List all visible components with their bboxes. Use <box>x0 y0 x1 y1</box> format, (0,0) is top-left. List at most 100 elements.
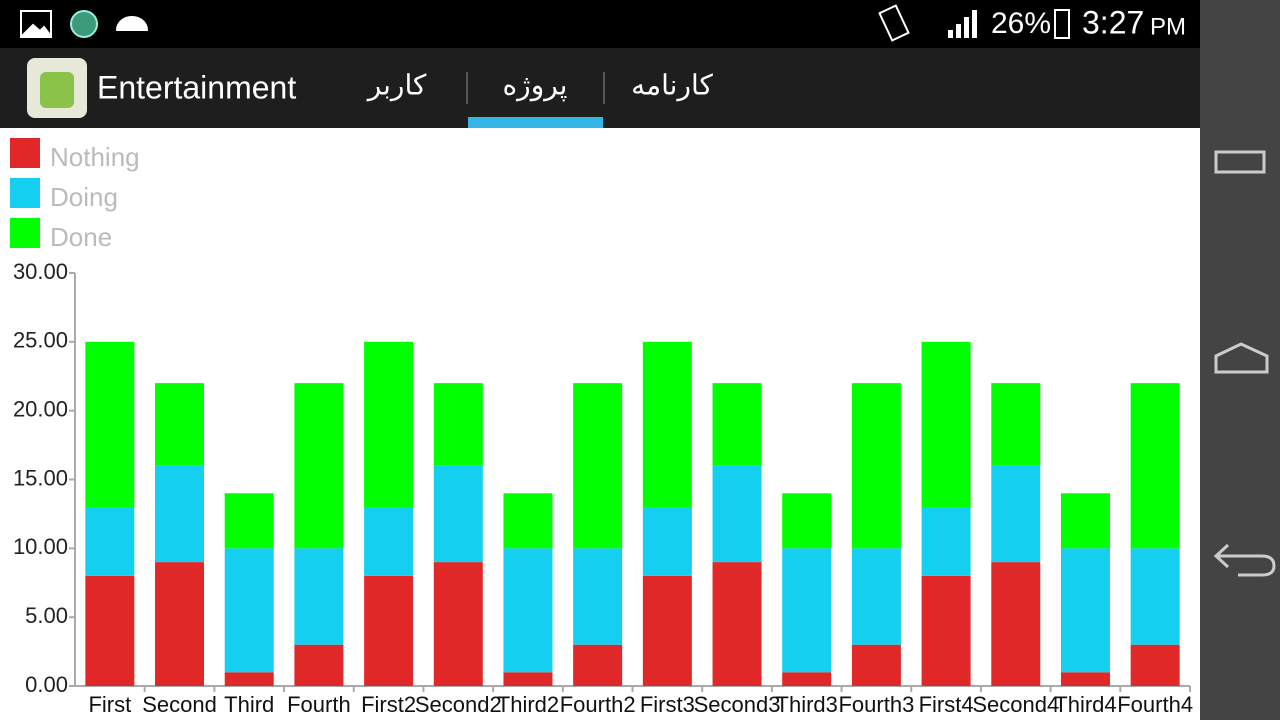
y-tick-label: 0.00 <box>25 672 68 697</box>
bar-segment <box>85 507 135 576</box>
bar-segment <box>991 562 1041 686</box>
bar-segment <box>85 341 135 508</box>
bar-segment <box>224 548 274 673</box>
notification-icons <box>20 4 910 42</box>
x-tick-label: Second4 <box>972 692 1059 717</box>
bar-segment <box>921 575 971 686</box>
bar-segment <box>782 493 832 549</box>
x-tick-label: Fourth3 <box>838 692 914 717</box>
bar-segment <box>294 383 344 549</box>
x-tick-label: Second <box>142 692 217 717</box>
nav-buttons <box>1213 150 1276 577</box>
x-tick-label: Third3 <box>776 692 838 717</box>
bar-segment <box>712 465 762 563</box>
recent-apps-button[interactable] <box>1214 150 1266 174</box>
bar-segment <box>782 548 832 673</box>
bar-segment <box>155 562 205 686</box>
bar-segment <box>294 644 344 686</box>
legend-label: Done <box>50 222 112 252</box>
bar-segment <box>642 507 692 576</box>
gallery-icon-shape <box>20 23 52 36</box>
bar-segment <box>433 465 483 563</box>
bar-segment <box>364 341 414 508</box>
y-tick-label: 30.00 <box>13 259 68 284</box>
action-bar <box>0 48 1200 128</box>
bar-segment <box>712 383 762 466</box>
bar-segment <box>155 383 205 466</box>
bar-segment <box>1060 548 1110 673</box>
x-tick-label: First2 <box>361 692 416 717</box>
y-tick-label: 10.00 <box>13 534 68 559</box>
bar-segment <box>573 383 623 549</box>
battery-icon <box>1054 9 1070 39</box>
home-button[interactable] <box>1214 342 1269 374</box>
x-tick-label: First4 <box>919 692 974 717</box>
x-tick-label: First <box>88 692 131 717</box>
bar-segment <box>364 507 414 576</box>
bar-segment <box>294 548 344 645</box>
x-tick-label: Fourth4 <box>1117 692 1193 717</box>
bar-segment <box>851 548 901 645</box>
bar-segment <box>573 548 623 645</box>
tab-selected[interactable]: پروژه <box>503 69 568 101</box>
x-tick-label: Third4 <box>1054 692 1116 717</box>
bar-segment <box>1060 672 1110 686</box>
bar-segment <box>1060 493 1110 549</box>
bar-segment <box>573 644 623 686</box>
bar-segment <box>503 493 553 549</box>
status-bar <box>0 0 1200 48</box>
bar-segment <box>1130 548 1180 645</box>
bar-segment <box>782 672 832 686</box>
y-tick-label: 20.00 <box>13 396 68 421</box>
bar-segment <box>224 493 274 549</box>
bar-segment <box>503 548 553 673</box>
bar-segment <box>364 575 414 686</box>
x-tick-label: Fourth2 <box>560 692 636 717</box>
legend-label: Nothing <box>50 142 140 172</box>
y-tick-label: 25.00 <box>13 328 68 353</box>
bar-segment <box>85 575 135 686</box>
x-tick-label: First3 <box>640 692 695 717</box>
legend-swatch <box>10 178 40 208</box>
bar-segment <box>991 383 1041 466</box>
clock-period: PM <box>1150 13 1186 40</box>
y-tick-label: 5.00 <box>25 603 68 628</box>
bar-segment <box>642 341 692 508</box>
bar-segment <box>921 341 971 508</box>
x-tick-label: Third <box>224 692 274 717</box>
bar-segment <box>1130 644 1180 686</box>
bar-segment <box>503 672 553 686</box>
app-icon <box>70 10 98 38</box>
x-tick-label: Third2 <box>497 692 559 717</box>
battery-percent: 26% <box>991 7 1051 40</box>
bar-segment <box>1130 383 1180 549</box>
bar-segment <box>224 672 274 686</box>
bar-segment <box>851 644 901 686</box>
legend-swatch <box>10 138 40 168</box>
legend-swatch <box>10 218 40 248</box>
bar-segment <box>155 465 205 563</box>
bar-segment <box>712 562 762 686</box>
app-title: Entertainment <box>97 69 296 105</box>
android-icon <box>115 16 149 31</box>
x-tick-label: Fourth <box>287 692 351 717</box>
bar-segment <box>433 562 483 686</box>
legend-label: Doing <box>50 182 118 212</box>
x-tick-label: Second3 <box>694 692 781 717</box>
tab[interactable]: کارنامه <box>631 69 713 101</box>
tab-indicator <box>468 117 603 128</box>
x-tick-label: Second2 <box>415 692 502 717</box>
bar-segment <box>991 465 1041 563</box>
signal-icon <box>948 10 977 38</box>
gallery-icon <box>20 10 52 38</box>
y-tick-label: 15.00 <box>13 465 68 490</box>
tab[interactable]: کاربر <box>366 69 427 101</box>
bar-segment <box>851 383 901 549</box>
back-button[interactable] <box>1213 543 1276 577</box>
bar-segment <box>433 383 483 466</box>
bar-segment <box>921 507 971 576</box>
app-launcher-glyph <box>40 72 74 108</box>
